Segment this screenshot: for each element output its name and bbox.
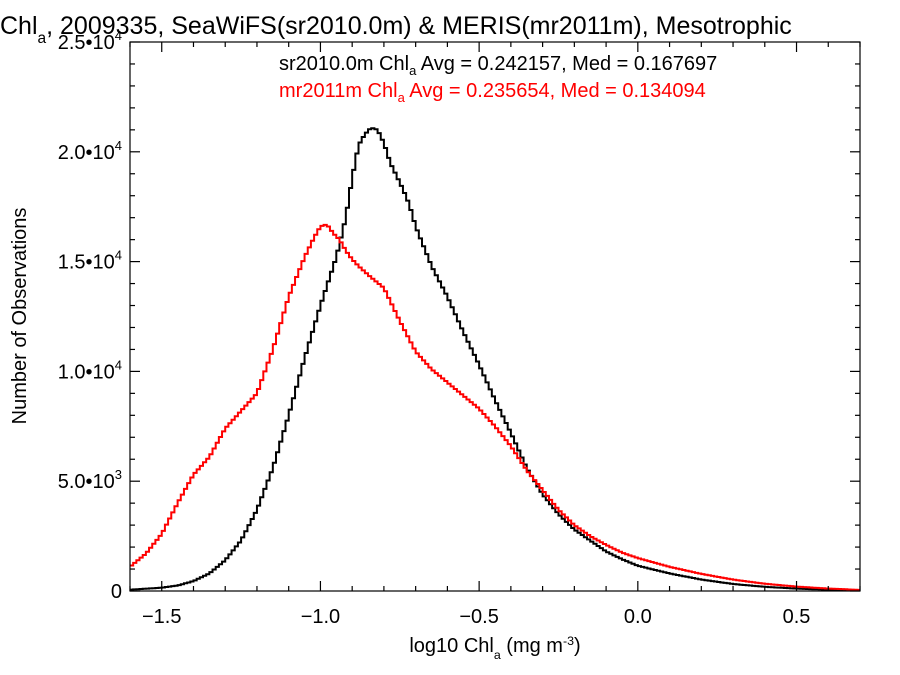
legend-entry-mr2011m: mr2011m Chla Avg = 0.235654, Med = 0.134… xyxy=(279,80,706,105)
y-tick-mantissa: 1.5•10 xyxy=(58,252,115,274)
legend-entry-sr2010.0m: sr2010.0m Chla Avg = 0.242157, Med = 0.1… xyxy=(279,53,717,78)
text-segment: Chl xyxy=(0,12,38,40)
text-segment: , 2009335, SeaWiFS(sr2010.0m) & MERIS(mr… xyxy=(46,12,792,40)
legend: sr2010.0m Chla Avg = 0.242157, Med = 0.1… xyxy=(279,53,717,105)
y-tick-exponent: 4 xyxy=(115,357,122,372)
y-tick-label: 0 xyxy=(111,581,122,603)
legend-subscript: a xyxy=(409,63,417,78)
x-tick-label: −0.5 xyxy=(459,606,498,628)
x-tick-label: 0.5 xyxy=(783,606,811,628)
text-segment: a xyxy=(494,648,501,662)
y-tick-mantissa: 0 xyxy=(111,581,122,603)
y-tick-exponent: 4 xyxy=(115,248,122,263)
x-tick-label: −1.5 xyxy=(142,606,181,628)
x-axis-ticks: −1.5 −1.0 −0.5 0.0 0.5 xyxy=(129,42,861,628)
y-tick-mantissa: 1.0•10 xyxy=(58,361,115,383)
y-tick-label: 5.0•103 xyxy=(58,467,122,493)
legend-text: sr2010.0m Chl xyxy=(279,53,409,75)
x-tick-label: 0.0 xyxy=(624,606,652,628)
legend-text: Avg = 0.235654, Med = 0.134094 xyxy=(405,80,706,102)
legend-text: Avg = 0.242157, Med = 0.167697 xyxy=(416,53,717,75)
y-tick-mantissa: 2.5•10 xyxy=(58,32,115,54)
text-segment: log10 Chl xyxy=(409,635,494,657)
legend-subscript: a xyxy=(398,90,406,105)
y-tick-label: 1.5•104 xyxy=(58,248,122,274)
chart-title: Chla, 2009335, SeaWiFS(sr2010.0m) & MERI… xyxy=(0,12,792,47)
x-axis-label: log10 Chla (mg m-3) xyxy=(409,634,580,662)
y-tick-label: 2.5•104 xyxy=(58,28,122,54)
series-sr2010.0m-line xyxy=(130,127,860,592)
y-tick-label: 1.0•104 xyxy=(58,357,122,383)
text-segment: (mg m xyxy=(501,635,563,657)
series-mr2011m-line xyxy=(130,223,860,591)
y-tick-mantissa: 5.0•10 xyxy=(58,471,115,493)
plot-frame xyxy=(129,41,861,592)
y-axis-label: Number of Observations xyxy=(9,208,31,425)
x-tick-label: −1.0 xyxy=(301,606,340,628)
y-tick-exponent: 3 xyxy=(115,467,122,482)
text-segment: -3 xyxy=(563,634,574,648)
plot-curves xyxy=(130,127,860,592)
text-segment: ) xyxy=(574,635,581,657)
y-tick-label: 2.0•104 xyxy=(58,138,122,164)
y-tick-mantissa: 2.0•10 xyxy=(58,142,115,164)
text-segment: a xyxy=(38,30,47,47)
y-tick-exponent: 4 xyxy=(115,28,122,43)
legend-text: mr2011m Chl xyxy=(279,80,398,102)
y-tick-exponent: 4 xyxy=(115,138,122,153)
